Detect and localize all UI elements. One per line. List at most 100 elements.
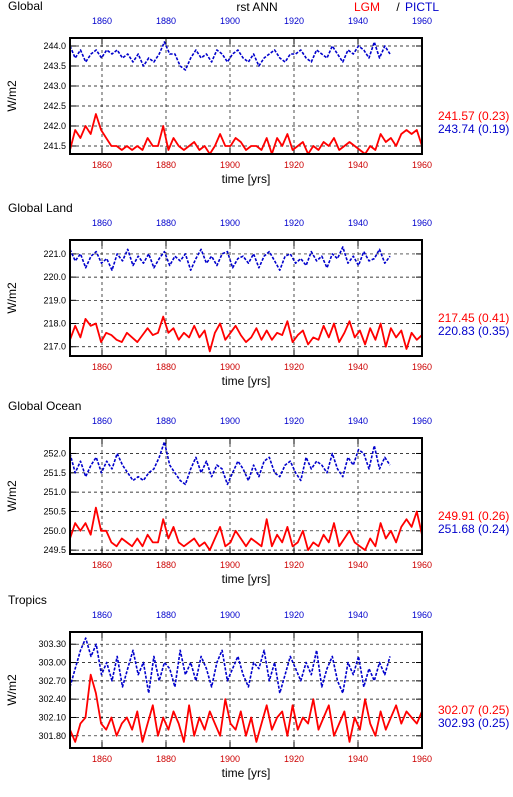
series-line-pictl <box>69 637 391 694</box>
x-tick-label: 1860 <box>92 362 112 372</box>
x-tick-label-top: 1860 <box>92 16 112 26</box>
y-tick-label: 252.0 <box>43 448 66 458</box>
x-tick-label-top: 1960 <box>412 218 432 228</box>
y-tick-label: 217.0 <box>43 342 66 352</box>
y-tick-label: 219.0 <box>43 295 66 305</box>
value-annotation-lgm: 302.07 (0.25) <box>438 703 509 717</box>
x-tick-label-top: 1940 <box>348 218 368 228</box>
series-line-lgm <box>69 315 423 353</box>
figure-header: rst ANN LGM / PICTL <box>236 0 439 14</box>
x-tick-label: 1920 <box>284 560 304 570</box>
y-tick-label: 250.0 <box>43 526 66 536</box>
x-axis-label: time [yrs] <box>222 172 271 186</box>
y-axis-label: W/m2 <box>5 480 19 512</box>
series-line-pictl <box>69 41 391 71</box>
series-line-pictl <box>69 246 391 272</box>
x-tick-label-top: 1940 <box>348 610 368 620</box>
x-tick-label: 1900 <box>220 362 240 372</box>
x-tick-label: 1900 <box>220 754 240 764</box>
y-tick-label: 303.30 <box>38 639 66 649</box>
panel-4: Tropics 1860 1860 1880 1880 1900 1900 1920 1920 1… <box>5 593 509 780</box>
x-tick-label-top: 1960 <box>412 16 432 26</box>
y-tick-label: 244.0 <box>43 41 66 51</box>
y-axis-label: W/m2 <box>5 80 19 112</box>
x-tick-label: 1960 <box>412 160 432 170</box>
figure-title: rst ANN <box>236 0 277 14</box>
x-tick-label-top: 1860 <box>92 218 112 228</box>
value-annotation-pictl: 251.68 (0.24) <box>438 522 509 536</box>
legend-lgm: LGM <box>354 0 380 14</box>
x-tick-label: 1860 <box>92 560 112 570</box>
x-tick-label: 1900 <box>220 560 240 570</box>
x-tick-label-top: 1900 <box>220 416 240 426</box>
y-tick-label: 242.0 <box>43 121 66 131</box>
y-tick-label: 220.0 <box>43 272 66 282</box>
x-tick-label: 1940 <box>348 362 368 372</box>
x-tick-label-top: 1960 <box>412 610 432 620</box>
y-tick-label: 243.5 <box>43 61 66 71</box>
x-tick-label-top: 1920 <box>284 218 304 228</box>
panel-title: Global Land <box>8 201 73 215</box>
plot-frame <box>69 631 423 749</box>
x-tick-label-top: 1880 <box>156 16 176 26</box>
x-tick-label: 1940 <box>348 754 368 764</box>
value-annotation-lgm: 241.57 (0.23) <box>438 109 509 123</box>
series-line-lgm <box>69 673 423 743</box>
y-tick-label: 242.5 <box>43 101 66 111</box>
x-tick-label: 1960 <box>412 362 432 372</box>
y-tick-label: 302.40 <box>38 694 66 704</box>
y-tick-label: 251.0 <box>43 487 66 497</box>
legend-separator: / <box>396 0 400 14</box>
panel-2: Global Land 1860 1860 1880 1880 1900 1900 1920 1… <box>5 201 509 388</box>
x-tick-label-top: 1920 <box>284 16 304 26</box>
y-tick-label: 221.0 <box>43 249 66 259</box>
x-tick-label: 1920 <box>284 362 304 372</box>
value-annotation-pictl: 302.93 (0.25) <box>438 716 509 730</box>
x-tick-label: 1880 <box>156 754 176 764</box>
value-annotation-pictl: 220.83 (0.35) <box>438 324 509 338</box>
x-tick-label: 1880 <box>156 362 176 372</box>
x-tick-label: 1940 <box>348 560 368 570</box>
panel-3: Global Ocean 1860 1860 1880 1880 1900 1900 1920… <box>5 399 509 586</box>
panel-title: Tropics <box>8 593 47 607</box>
x-tick-label-top: 1860 <box>92 416 112 426</box>
x-tick-label: 1920 <box>284 160 304 170</box>
y-axis-label: W/m2 <box>5 674 19 706</box>
series-line-lgm <box>69 506 423 551</box>
y-tick-label: 303.00 <box>38 658 66 668</box>
y-tick-label: 301.80 <box>38 731 66 741</box>
y-tick-label: 218.0 <box>43 319 66 329</box>
y-tick-label: 243.0 <box>43 81 66 91</box>
y-tick-label: 251.5 <box>43 468 66 478</box>
x-axis-label: time [yrs] <box>222 374 271 388</box>
x-tick-label-top: 1900 <box>220 610 240 620</box>
panel-1: Global 1860 1860 1880 1880 1900 1900 1920 1920 19… <box>5 0 509 186</box>
x-tick-label: 1860 <box>92 754 112 764</box>
y-tick-label: 302.70 <box>38 676 66 686</box>
x-tick-label-top: 1920 <box>284 610 304 620</box>
value-annotation-lgm: 249.91 (0.26) <box>438 509 509 523</box>
plot-frame <box>69 239 423 357</box>
x-tick-label-top: 1940 <box>348 416 368 426</box>
series-line-lgm <box>69 113 423 155</box>
x-axis-label: time [yrs] <box>222 572 271 586</box>
x-tick-label-top: 1900 <box>220 218 240 228</box>
x-tick-label: 1900 <box>220 160 240 170</box>
panel-title: Global Ocean <box>8 399 81 413</box>
y-tick-label: 249.5 <box>43 545 66 555</box>
x-tick-label-top: 1940 <box>348 16 368 26</box>
y-tick-label: 241.5 <box>43 141 66 151</box>
x-tick-label: 1880 <box>156 160 176 170</box>
panels: Global 1860 1860 1880 1880 1900 1900 1920 1920 19… <box>5 0 509 780</box>
x-tick-label-top: 1900 <box>220 16 240 26</box>
panel-title: Global <box>8 0 43 13</box>
plot-frame <box>69 37 423 155</box>
x-tick-label: 1940 <box>348 160 368 170</box>
x-tick-label-top: 1880 <box>156 416 176 426</box>
x-tick-label-top: 1880 <box>156 218 176 228</box>
x-tick-label: 1860 <box>92 160 112 170</box>
series-line-pictl <box>69 441 391 486</box>
x-tick-label-top: 1880 <box>156 610 176 620</box>
x-axis-label: time [yrs] <box>222 766 271 780</box>
